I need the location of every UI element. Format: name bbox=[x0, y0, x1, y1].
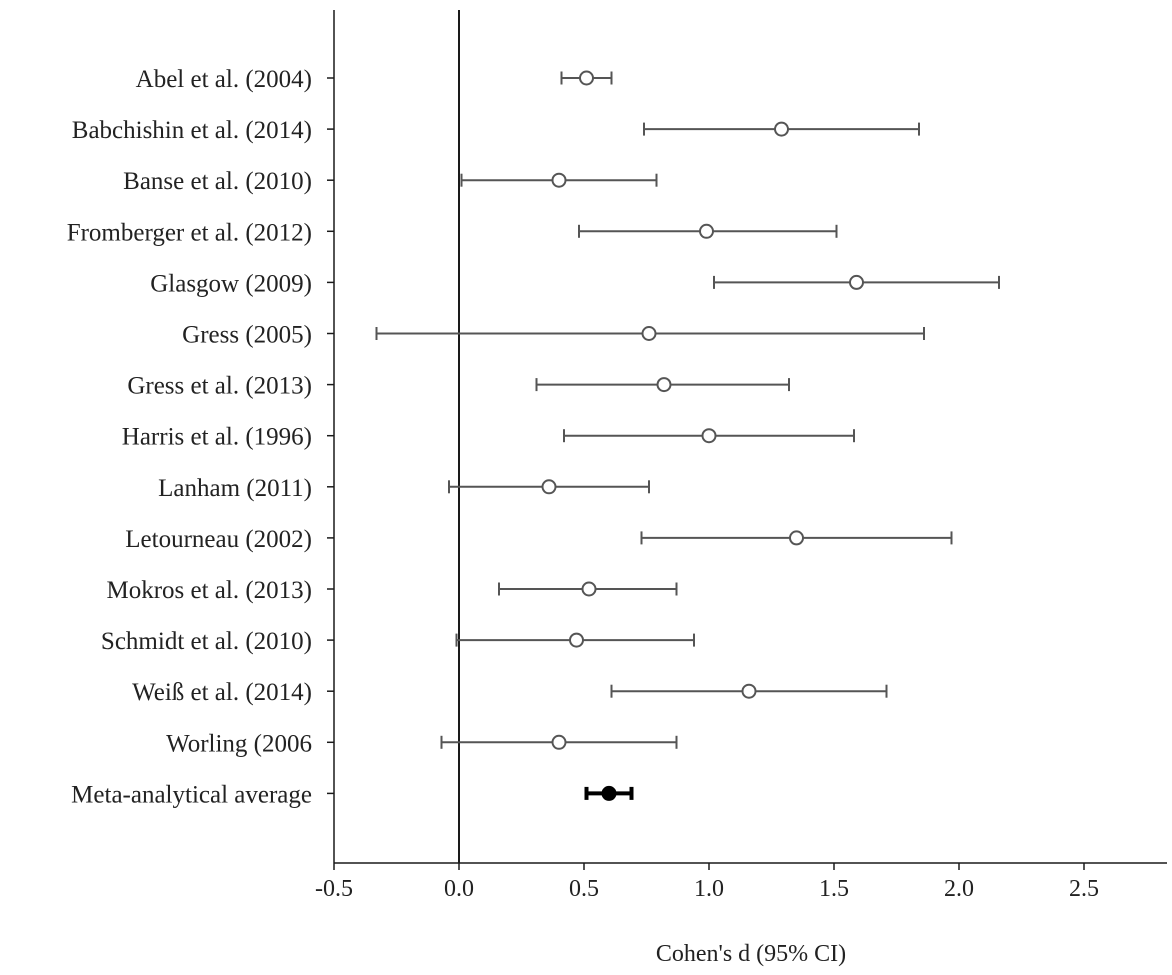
effect-size-marker bbox=[701, 428, 717, 444]
x-axis-title: Cohen's d (95% CI) bbox=[656, 941, 846, 967]
study-label: Banse et al. (2010) bbox=[123, 168, 312, 195]
study-label: Glasgow (2009) bbox=[150, 270, 312, 297]
confidence-intervals bbox=[375, 70, 1000, 801]
effect-size-marker bbox=[579, 70, 594, 86]
study-label: Weiß et al. (2014) bbox=[132, 679, 312, 706]
study-label: Letourneau (2002) bbox=[125, 526, 312, 553]
study-labels: Abel et al. (2004) Babchishin et al. (201… bbox=[67, 66, 312, 808]
x-tick-label: 2.5 bbox=[1069, 876, 1099, 902]
study-label: Fromberger et al. (2012) bbox=[67, 219, 312, 246]
study-label: Babchishin et al. (2014) bbox=[72, 117, 312, 144]
x-tick-label: 0.0 bbox=[444, 876, 474, 902]
effect-size-marker bbox=[569, 632, 584, 648]
study-label: Lanham (2011) bbox=[158, 475, 312, 502]
effect-size-marker bbox=[641, 326, 657, 341]
effect-size-marker bbox=[789, 530, 804, 546]
x-tick-label: -0.5 bbox=[315, 876, 353, 902]
x-tick-label: 0.5 bbox=[569, 876, 599, 902]
x-tick-label: 1.5 bbox=[819, 876, 849, 902]
axes bbox=[327, 10, 1167, 864]
pooled-estimate-marker bbox=[601, 785, 617, 801]
effect-size-marker bbox=[656, 377, 672, 393]
study-label: Mokros et al. (2013) bbox=[106, 577, 312, 604]
study-label: Meta-analytical average bbox=[71, 781, 312, 808]
effect-size-marker bbox=[699, 223, 714, 239]
study-label: Gress (2005) bbox=[182, 322, 312, 349]
effect-size-marker bbox=[774, 121, 789, 137]
study-label: Schmidt et al. (2010) bbox=[101, 628, 312, 655]
study-label: Gress et al. (2013) bbox=[127, 373, 312, 400]
effect-size-marker bbox=[541, 479, 557, 495]
study-label: Worling (2006 bbox=[166, 730, 312, 757]
effect-size-marker bbox=[849, 274, 864, 290]
x-tick-label: 2.0 bbox=[944, 876, 974, 902]
study-label: Abel et al. (2004) bbox=[136, 66, 312, 93]
effect-size-marker bbox=[741, 683, 757, 699]
effect-size-marker bbox=[551, 734, 567, 750]
study-label: Harris et al. (1996) bbox=[122, 424, 312, 451]
effect-size-marker bbox=[551, 172, 567, 188]
effect-size-marker bbox=[581, 581, 597, 597]
x-axis-ticks: -0.5 0.0 0.5 1.0 1.5 2.0 2.5 bbox=[315, 863, 1099, 902]
x-tick-label: 1.0 bbox=[694, 876, 724, 902]
